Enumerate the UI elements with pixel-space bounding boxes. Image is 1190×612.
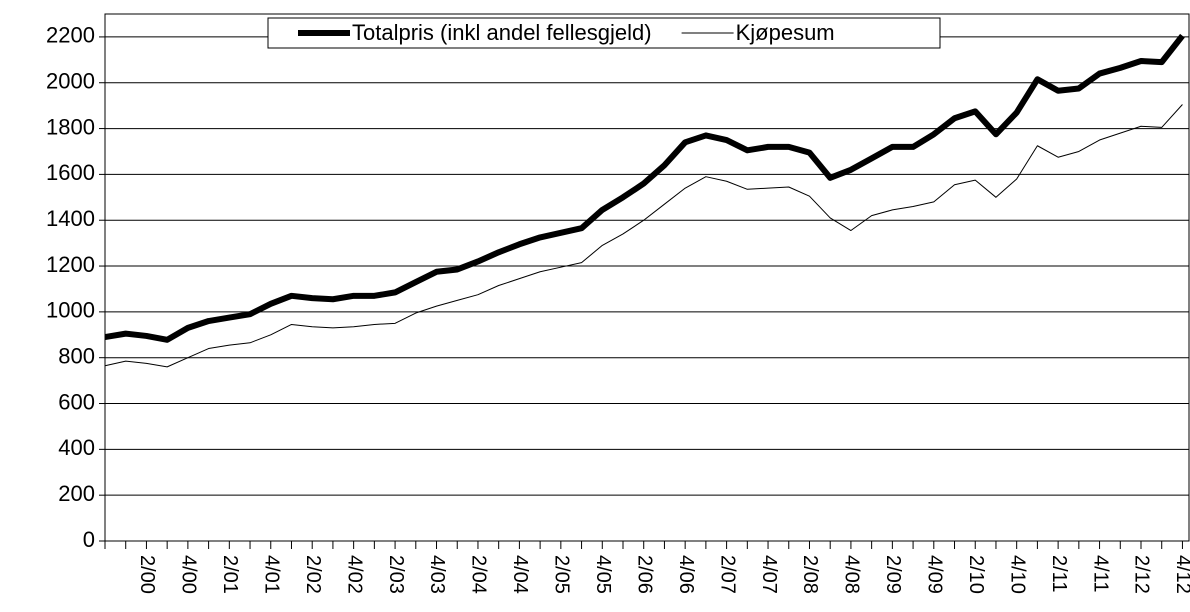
y-tick-label: 2000: [46, 69, 95, 94]
y-tick-label: 1800: [46, 114, 95, 139]
x-tick-label: 4/03: [426, 555, 448, 594]
x-tick-label: 2/02: [302, 555, 324, 594]
x-tick-label: 2/09: [882, 555, 904, 594]
y-tick-label: 800: [58, 344, 95, 369]
legend: Totalpris (inkl andel fellesgjeld) Kjøpes…: [267, 17, 941, 49]
y-tick-label: 1400: [46, 206, 95, 231]
x-tick-label: 4/01: [260, 555, 282, 594]
y-tick-label: 0: [83, 527, 95, 552]
x-tick-label: 4/10: [1006, 555, 1028, 594]
x-tick-label: 2/06: [633, 555, 655, 594]
x-tick-label: 4/05: [592, 555, 614, 594]
y-tick-label: 600: [58, 389, 95, 414]
legend-box: [267, 17, 941, 49]
x-tick-label: 2/11: [1048, 555, 1070, 592]
x-tick-label: 4/04: [509, 555, 531, 594]
y-tick-label: 1600: [46, 160, 95, 185]
x-tick-label: 2/00: [136, 555, 158, 594]
x-tick-label: 4/12: [1172, 555, 1190, 594]
x-tick-label: 4/00: [178, 555, 200, 594]
y-tick-label: 1200: [46, 252, 95, 277]
x-tick-label: 2/03: [385, 555, 407, 594]
x-tick-label: 4/07: [758, 555, 780, 594]
x-tick-label: 4/06: [675, 555, 697, 594]
x-tick-label: 4/09: [924, 555, 946, 594]
legend-label: Kjøpesum: [736, 20, 835, 45]
y-tick-label: 2200: [46, 23, 95, 48]
y-tick-label: 400: [58, 435, 95, 460]
x-tick-label: 2/04: [468, 555, 490, 594]
x-tick-label: 2/05: [551, 555, 573, 594]
x-tick-label: 4/11: [1089, 555, 1111, 592]
legend-label: Totalpris (inkl andel fellesgjeld): [352, 20, 652, 45]
y-tick-label: 1000: [46, 298, 95, 323]
line-series: [104, 104, 1183, 368]
x-tick-label: 2/01: [219, 555, 241, 594]
x-tick-label: 2/07: [716, 555, 738, 594]
x-tick-label: 2/10: [965, 555, 987, 594]
x-tick-label: 4/08: [841, 555, 863, 594]
x-tick-label: 2/08: [799, 555, 821, 594]
x-tick-label: 4/02: [343, 555, 365, 594]
line-series: [104, 33, 1185, 343]
x-tick-label: 2/12: [1131, 555, 1153, 594]
y-tick-label: 200: [58, 481, 95, 506]
